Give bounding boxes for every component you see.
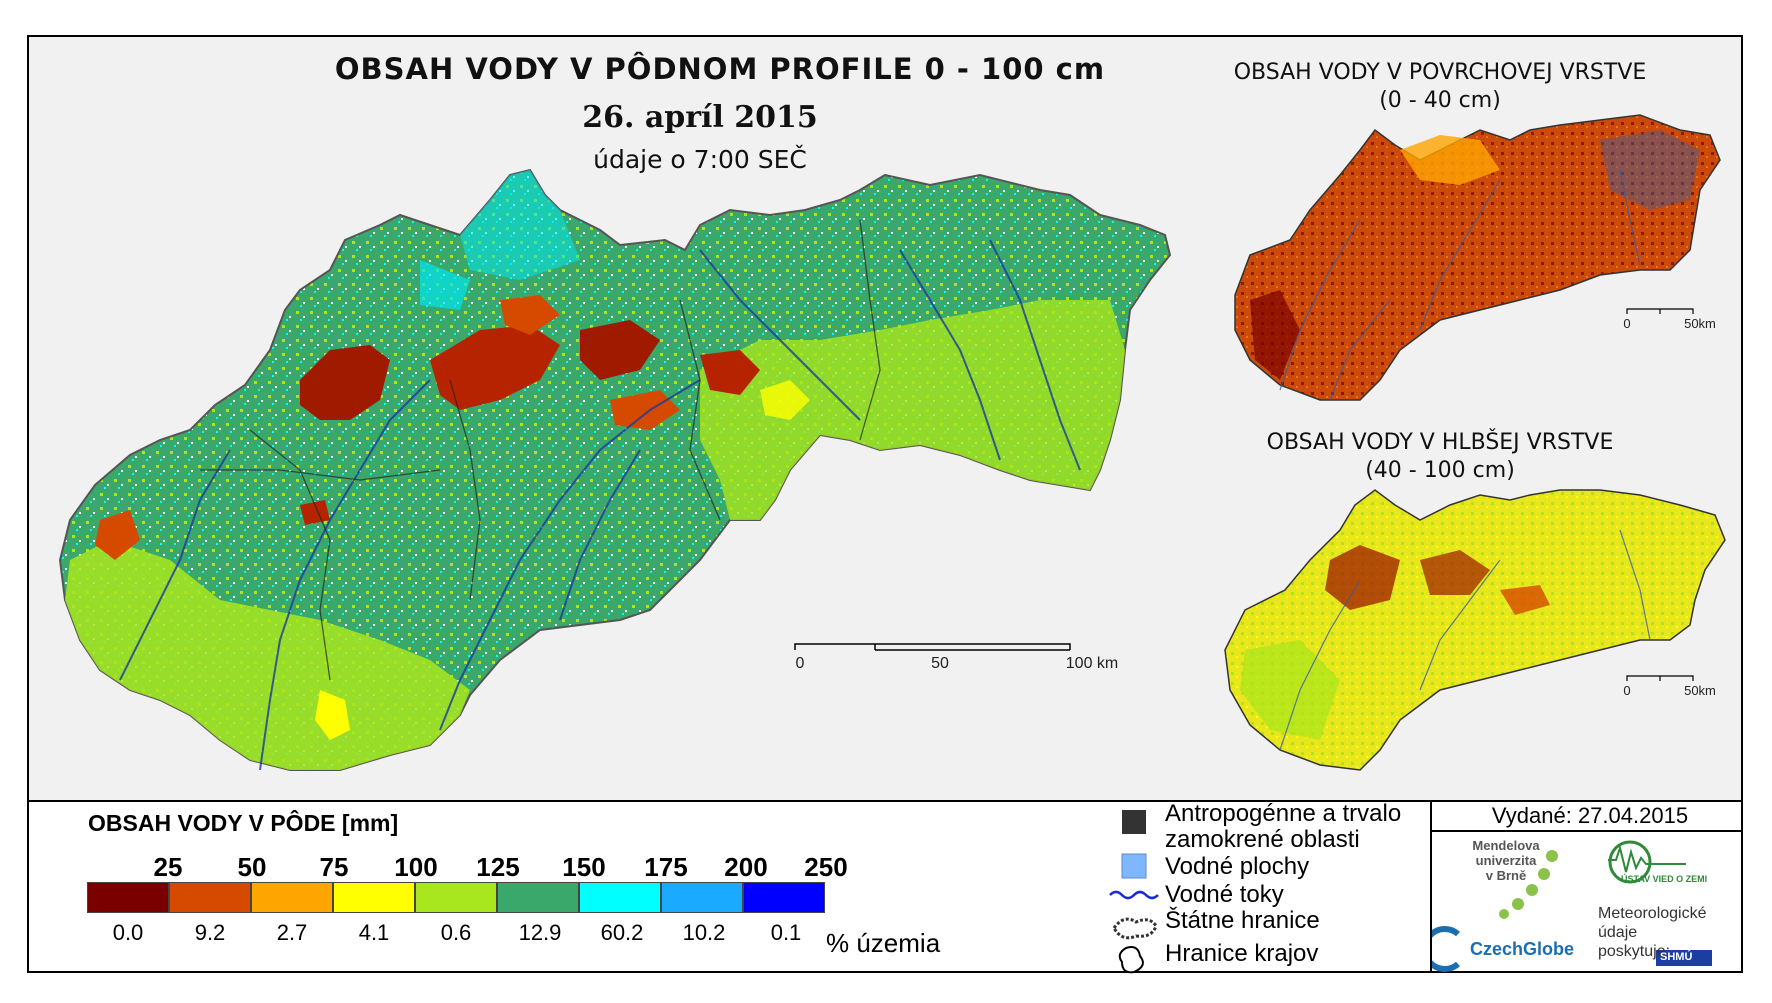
czechglobe-logo-icon <box>1432 926 1460 972</box>
issued-date: Vydané: 27.04.2015 <box>1491 803 1689 828</box>
symbol-legend-icons <box>1109 810 1159 974</box>
water-bodies-label: Vodné plochy <box>1165 853 1310 880</box>
mendel-text-1: Mendelova <box>1472 838 1540 853</box>
legend-percent: 9.2 <box>194 920 226 945</box>
state-border-label: Štátne hranice <box>1165 907 1320 934</box>
water-body-icon <box>1121 853 1147 879</box>
region-border-label: Hranice krajov <box>1165 940 1319 967</box>
legend-swatch <box>661 882 743 913</box>
legend-percent: 10.2 <box>682 920 726 945</box>
legend-percent: 60.2 <box>600 920 644 945</box>
uvz-logo-icon <box>1608 840 1686 884</box>
shmu-logo-text: SHMÚ <box>1660 951 1693 963</box>
stream-icon <box>1109 890 1159 900</box>
main-scale-label-0: 0 <box>795 655 805 672</box>
legend-percent: 12.9 <box>518 920 562 945</box>
legend-swatch <box>333 882 415 913</box>
legend-percent: 4.1 <box>358 920 390 945</box>
bottom-scale-label-50: 50km <box>1684 683 1716 698</box>
inset-top-subtitle: (0 - 40 cm) <box>1379 88 1501 113</box>
legend-percent: 2.7 <box>276 920 308 945</box>
legend-break: 75 <box>319 852 349 882</box>
legend-swatch <box>743 882 825 913</box>
state-border-icon <box>1112 917 1158 940</box>
legend-percent: 0.6 <box>440 920 472 945</box>
legend-break: 150 <box>562 852 606 882</box>
inset-top-title: OBSAH VODY V POVRCHOVEJ VRSTVE <box>1233 60 1647 85</box>
shmu-logo-icon <box>1656 950 1712 966</box>
meteo-text-2: údaje <box>1598 924 1638 941</box>
main-time: údaje o 7:00 SEČ <box>593 145 807 174</box>
legend-break: 25 <box>153 852 183 882</box>
legend-unit: % územia <box>826 928 941 958</box>
issued-divider <box>1430 830 1743 832</box>
logos <box>1432 840 1712 972</box>
bottom-scale-label-0: 0 <box>1623 683 1631 698</box>
main-title: OBSAH VODY V PÔDNOM PROFILE 0 - 100 cm <box>334 52 1106 86</box>
inset-top-scale-bar <box>1626 308 1694 314</box>
main-scale-label-100: 100 km <box>1065 655 1119 672</box>
legend-swatch <box>251 882 333 913</box>
legend-break: 175 <box>644 852 688 882</box>
meteo-text-3: poskytuje: <box>1598 943 1671 960</box>
inset-bottom-scale-bar <box>1626 675 1694 681</box>
streams-label: Vodné toky <box>1165 881 1284 908</box>
anthropogenic-label-2: zamokrené oblasti <box>1165 826 1360 853</box>
legend-swatch <box>169 882 251 913</box>
main-date: 26. apríl 2015 <box>582 100 818 135</box>
anthropogenic-icon <box>1122 810 1146 834</box>
inset-bottom-subtitle: (40 - 100 cm) <box>1365 458 1515 483</box>
anthropogenic-label-1: Antropogénne a trvalo <box>1165 800 1402 827</box>
meteo-text-1: Meteorologické <box>1598 905 1707 922</box>
main-scale-label-50: 50 <box>931 655 949 672</box>
legend-break: 200 <box>724 852 768 882</box>
legend-swatch <box>87 882 169 913</box>
region-border-icon <box>1118 946 1144 974</box>
legend-title: OBSAH VODY V PÔDE [mm] <box>88 810 399 836</box>
czechglobe-logo-text: CzechGlobe <box>1470 939 1575 959</box>
footer-divider <box>1430 800 1432 973</box>
legend-percent: 0.0 <box>112 920 144 945</box>
mendel-logo-icon <box>1499 850 1558 919</box>
top-scale-label-0: 0 <box>1623 316 1631 331</box>
legend-break: 100 <box>394 852 438 882</box>
legend-break: 250 <box>804 852 848 882</box>
inset-bottom-title: OBSAH VODY V HLBŠEJ VRSTVE <box>1266 430 1614 455</box>
inset-top-map <box>1234 114 1721 401</box>
legend-swatch <box>415 882 497 913</box>
main-scale-bar <box>794 643 1071 651</box>
uvz-logo-text: ÚSTAV VIED O ZEMI <box>1621 874 1708 884</box>
legend-swatch <box>579 882 661 913</box>
legend-percent: 0.1 <box>770 920 802 945</box>
legend-break: 125 <box>476 852 520 882</box>
legend-break: 50 <box>237 852 267 882</box>
top-scale-label-50: 50km <box>1684 316 1716 331</box>
legend-swatch <box>497 882 579 913</box>
mendel-text-2: univerzita <box>1475 853 1537 868</box>
mendel-text-3: v Brně <box>1485 868 1527 883</box>
